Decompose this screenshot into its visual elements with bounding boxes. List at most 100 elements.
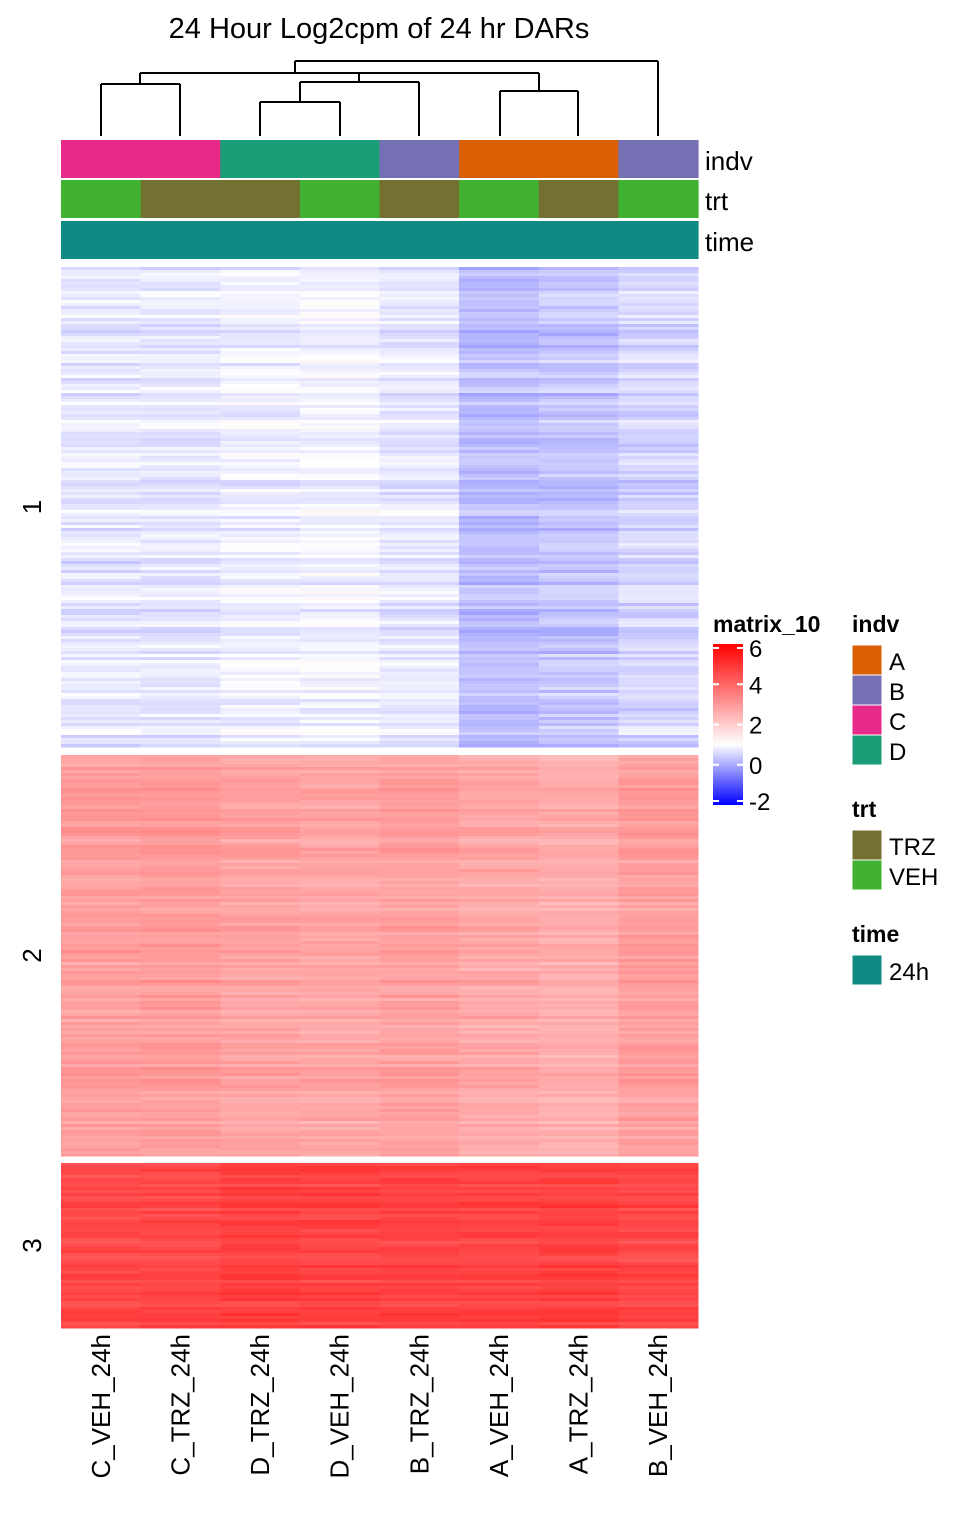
heatmap-cell <box>459 702 540 706</box>
heatmap-cell <box>459 663 540 667</box>
heatmap-cell <box>379 833 460 837</box>
heatmap-cell <box>140 738 221 742</box>
heatmap-cell <box>220 989 301 993</box>
heatmap-cell <box>379 815 460 819</box>
heatmap-cell <box>459 675 540 679</box>
heatmap-cell <box>61 654 142 658</box>
heatmap-cell <box>538 273 619 277</box>
heatmap-cell <box>299 953 381 957</box>
heatmap-cell <box>61 471 142 475</box>
heatmap-cell <box>459 965 540 969</box>
heatmap-cell <box>538 285 619 289</box>
heatmap-cell <box>299 1103 381 1107</box>
heatmap-cell <box>618 474 699 478</box>
heatmap-cell <box>299 708 381 712</box>
heatmap-cell <box>140 696 221 700</box>
heatmap-cell <box>220 932 301 936</box>
heatmap-cell <box>299 354 381 358</box>
heatmap-cell <box>61 803 142 807</box>
heatmap-cell <box>140 276 221 280</box>
heatmap-cell <box>61 606 142 610</box>
heatmap-cell <box>299 525 381 529</box>
heatmap-cell <box>538 1007 619 1011</box>
heatmap-cell <box>220 1046 301 1050</box>
heatmap-cell <box>459 764 540 768</box>
heatmap-cell <box>140 860 221 864</box>
heatmap-cell <box>459 618 540 622</box>
heatmap-cell <box>618 591 699 595</box>
heatmap-cell <box>61 1229 142 1233</box>
heatmap-cell <box>220 654 301 658</box>
heatmap-cell <box>61 549 142 553</box>
heatmap-cell <box>299 564 381 568</box>
heatmap-cell <box>299 1292 381 1296</box>
heatmap-cell <box>61 327 142 331</box>
heatmap-cell <box>538 1154 619 1157</box>
heatmap-cell <box>459 507 540 511</box>
heatmap-cell <box>140 462 221 466</box>
heatmap-cell <box>459 432 540 436</box>
heatmap-cell <box>140 821 221 825</box>
heatmap-cell <box>299 585 381 589</box>
heatmap-cell <box>299 408 381 412</box>
heatmap-cell <box>61 962 142 966</box>
heatmap-cell <box>538 1145 619 1149</box>
heatmap-cell <box>61 303 142 307</box>
heatmap-cell <box>618 845 699 849</box>
heatmap-cell <box>459 1265 540 1269</box>
heatmap-cell <box>538 854 619 858</box>
heatmap-cell <box>538 603 619 607</box>
heatmap-cell <box>140 1061 221 1065</box>
heatmap-cell <box>379 651 460 655</box>
heatmap-cell <box>379 1013 460 1017</box>
heatmap-cell <box>61 522 142 526</box>
heatmap-cell <box>538 1022 619 1026</box>
heatmap-cell <box>299 1046 381 1050</box>
heatmap-cell <box>538 405 619 409</box>
heatmap-cell <box>220 726 301 730</box>
heatmap-cell <box>299 333 381 337</box>
heatmap-cell <box>299 375 381 379</box>
heatmap-cell <box>61 938 142 942</box>
heatmap-cell <box>459 872 540 876</box>
heatmap-cell <box>379 312 460 316</box>
heatmap-cell <box>379 447 460 451</box>
heatmap-cell <box>538 1031 619 1035</box>
heatmap-cell <box>459 612 540 616</box>
heatmap-cell <box>379 1259 460 1263</box>
heatmap-cell <box>538 1124 619 1128</box>
row-cluster-label: 3 <box>17 1238 47 1252</box>
heatmap-cell <box>61 363 142 367</box>
heatmap-cell <box>459 684 540 688</box>
heatmap-cell <box>618 375 699 379</box>
heatmap-cell <box>299 1130 381 1134</box>
heatmap-cell <box>220 965 301 969</box>
heatmap-cell <box>379 495 460 499</box>
heatmap-cell <box>220 1091 301 1095</box>
heatmap-cell <box>140 761 221 765</box>
heatmap-cell <box>140 911 221 915</box>
heatmap-cell <box>459 1142 540 1146</box>
heatmap-cell <box>379 854 460 858</box>
heatmap-cell <box>618 1007 699 1011</box>
heatmap-cell <box>538 744 619 748</box>
heatmap-cell <box>140 1130 221 1134</box>
heatmap-cell <box>538 875 619 879</box>
heatmap-cell <box>379 911 460 915</box>
heatmap-cell <box>538 555 619 559</box>
heatmap-cell <box>140 1127 221 1131</box>
heatmap-cell <box>299 1295 381 1299</box>
heatmap-cell <box>618 333 699 337</box>
heatmap-cell <box>538 1214 619 1218</box>
heatmap-cell <box>618 1025 699 1029</box>
heatmap-cell <box>538 345 619 349</box>
heatmap-cell <box>299 426 381 430</box>
heatmap-cell <box>379 297 460 301</box>
heatmap-cell <box>379 498 460 502</box>
heatmap-cell <box>61 926 142 930</box>
heatmap-cell <box>61 1040 142 1044</box>
heatmap-cell <box>220 896 301 900</box>
heatmap-cell <box>140 1205 221 1209</box>
heatmap-cell <box>140 1301 221 1305</box>
heatmap-cell <box>379 435 460 439</box>
